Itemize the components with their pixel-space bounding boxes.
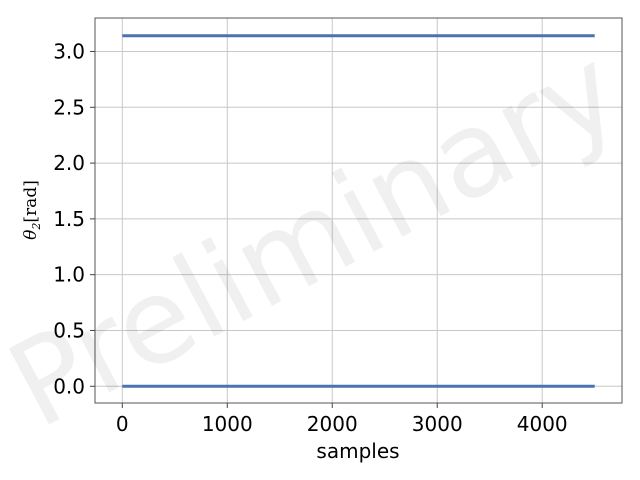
- y-tick-label: 3.0: [53, 39, 85, 63]
- y-tick-label: 2.5: [53, 95, 85, 119]
- x-tick-label: 0: [116, 412, 129, 436]
- y-axis-label-subscript: 2: [30, 223, 43, 231]
- y-axis-label-unit: [rad]: [21, 180, 41, 222]
- y-tick-labels: 0.0 0.5 1.0 1.5 2.0 2.5 3.0: [53, 39, 95, 398]
- x-tick-labels: 0 1000 2000 3000 4000: [116, 403, 568, 436]
- x-tick-label: 2000: [307, 412, 358, 436]
- y-tick-label: 1.0: [53, 263, 85, 287]
- y-tick-label: 0.0: [53, 374, 85, 398]
- y-tick-label: 2.0: [53, 151, 85, 175]
- y-axis-label: θ2[rad]: [21, 180, 43, 240]
- y-axis-label-symbol: θ: [21, 230, 41, 240]
- y-tick-label: 1.5: [53, 207, 85, 231]
- data-series: [122, 34, 595, 388]
- x-tick-label: 3000: [412, 412, 463, 436]
- grid-lines: [95, 18, 622, 403]
- x-axis-label: samples: [316, 439, 399, 463]
- x-tick-label: 1000: [202, 412, 253, 436]
- x-tick-label: 4000: [517, 412, 568, 436]
- plot-frame: [94, 17, 623, 404]
- y-tick-label: 0.5: [53, 318, 85, 342]
